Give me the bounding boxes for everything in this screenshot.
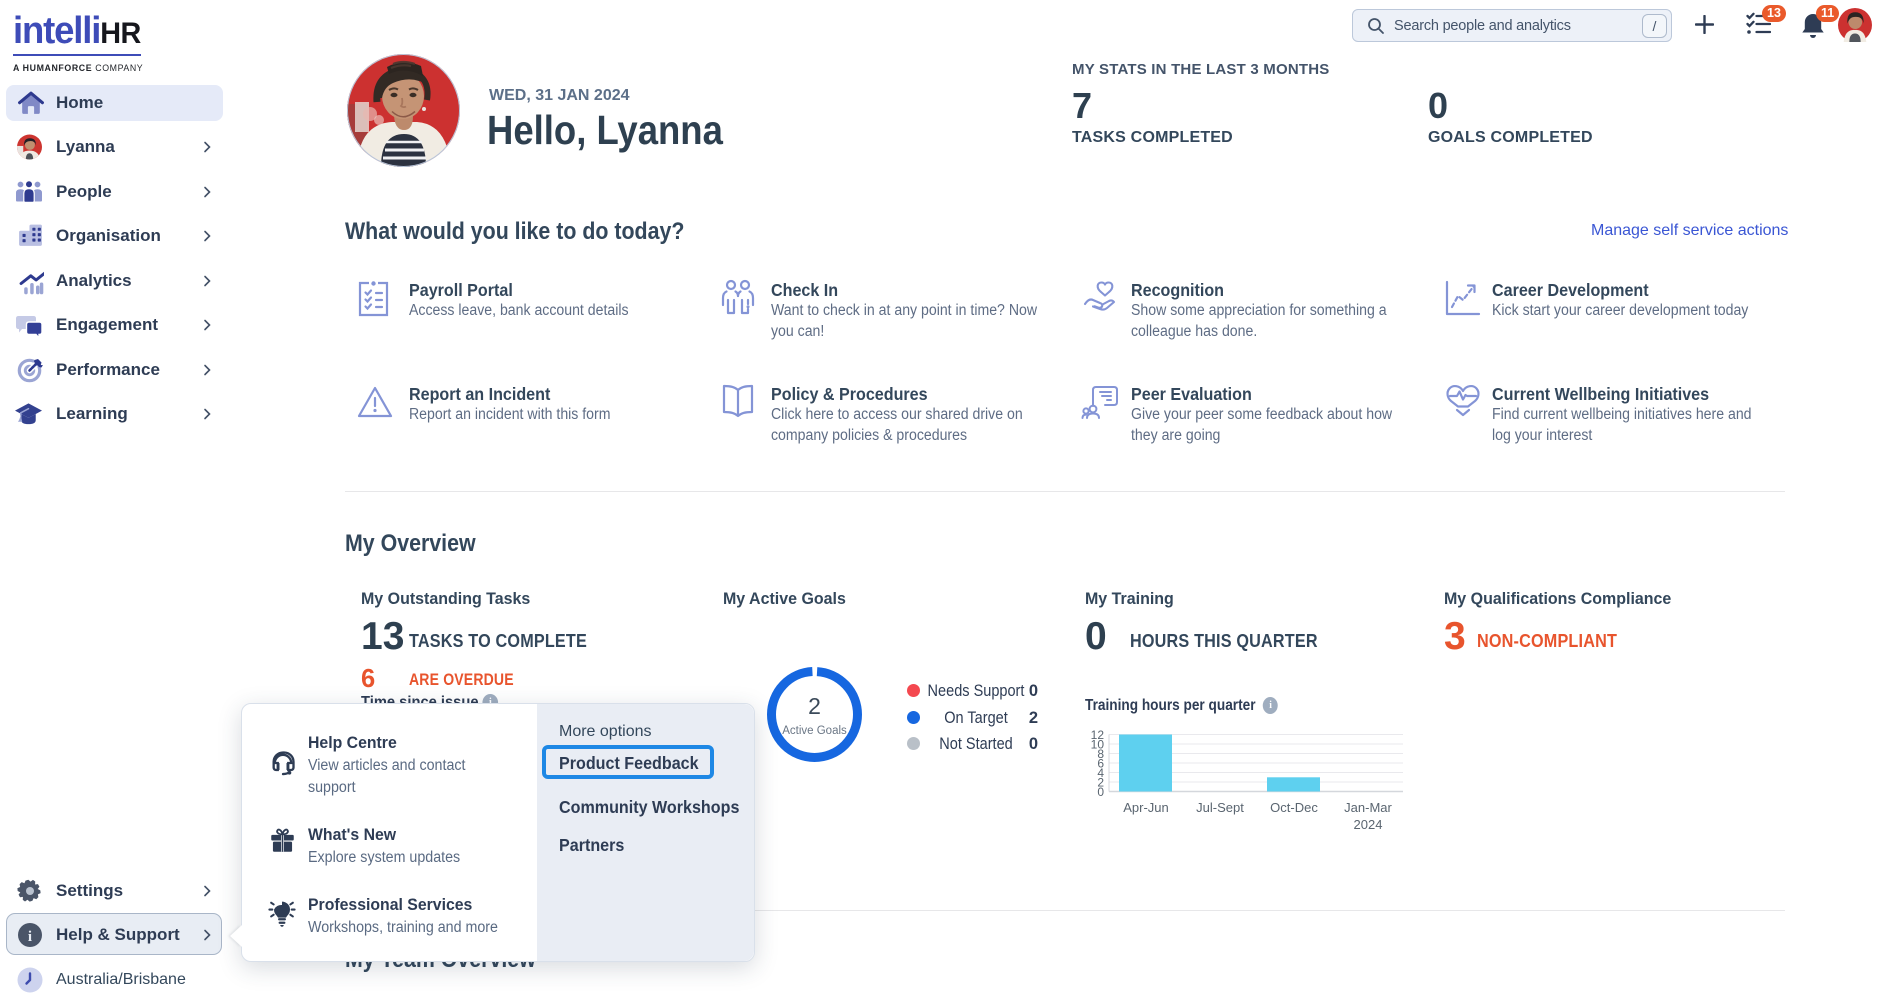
svg-text:8: 8 [1097, 747, 1104, 761]
svg-text:6: 6 [1097, 757, 1104, 771]
svg-text:2: 2 [1097, 776, 1104, 790]
svg-text:Apr-Jun: Apr-Jun [1123, 800, 1169, 815]
svg-text:Oct-Dec: Oct-Dec [1270, 800, 1318, 815]
svg-text:4: 4 [1097, 766, 1104, 780]
svg-text:0: 0 [1097, 785, 1104, 799]
svg-text:10: 10 [1091, 738, 1105, 752]
svg-text:Jan-Mar: Jan-Mar [1344, 800, 1392, 815]
svg-text:Active Goals: Active Goals [782, 725, 847, 737]
svg-text:2024: 2024 [1354, 817, 1383, 832]
svg-text:2: 2 [808, 693, 821, 719]
svg-text:12: 12 [1091, 728, 1105, 742]
svg-text:i: i [28, 929, 32, 945]
svg-text:Jul-Sept: Jul-Sept [1196, 800, 1244, 815]
